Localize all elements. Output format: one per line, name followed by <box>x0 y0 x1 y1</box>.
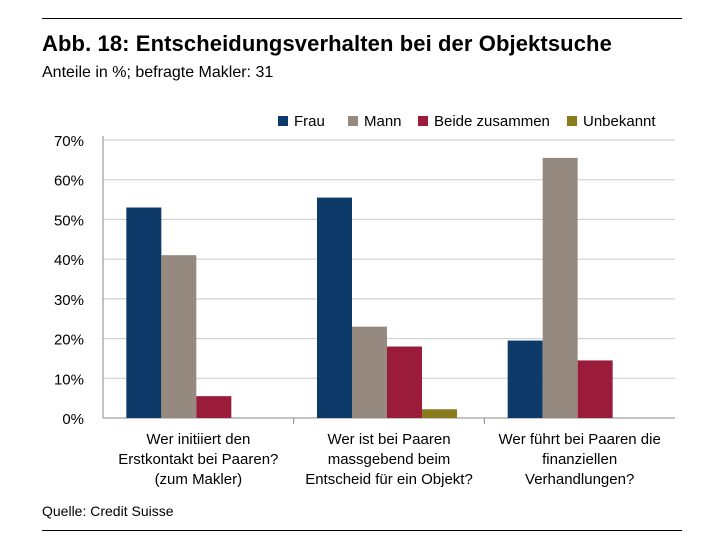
y-tick-label-30: 30% <box>54 292 84 309</box>
top-rule <box>42 18 682 19</box>
x-category-label-1-line-2: Erstkontakt bei Paaren? <box>118 451 278 468</box>
x-category-label-3-line-1: Wer führt bei Paaren die <box>499 431 661 448</box>
y-tick-label-20: 20% <box>54 332 84 349</box>
x-category-label-2-line-1: Wer ist bei Paaren <box>327 431 450 448</box>
legend-label-mann: Mann <box>364 113 402 130</box>
bar-beide-zusammen-cat1 <box>196 396 232 418</box>
bottom-rule <box>42 530 682 531</box>
legend-label-beide-zusammen: Beide zusammen <box>434 113 550 130</box>
y-tick-label-60: 60% <box>54 173 84 190</box>
x-category-label-1-line-1: Wer initiiert den <box>146 431 250 448</box>
legend-swatch-unbekannt <box>567 116 577 126</box>
bar-beide-zusammen-cat3 <box>577 360 613 418</box>
y-tick-label-50: 50% <box>54 212 84 229</box>
y-tick-label-40: 40% <box>54 252 84 269</box>
bar-beide-zusammen-cat2 <box>387 346 422 418</box>
legend-label-frau: Frau <box>294 113 325 130</box>
bar-mann-cat2 <box>352 326 387 418</box>
legend-label-unbekannt: Unbekannt <box>583 113 656 130</box>
x-category-label-2-line-3: Entscheid für ein Objekt? <box>305 471 473 488</box>
legend-swatch-beide-zusammen <box>418 116 428 126</box>
x-category-label-3-line-3: Verhandlungen? <box>525 471 634 488</box>
y-tick-label-10: 10% <box>54 371 84 388</box>
y-tick-label-0: 0% <box>62 411 84 428</box>
chart-title: Abb. 18: Entscheidungsverhalten bei der … <box>42 31 612 56</box>
legend-swatch-mann <box>348 116 358 126</box>
bar-mann-cat3 <box>542 157 578 418</box>
bar-unbekannt-cat2 <box>422 409 457 418</box>
source-note: Quelle: Credit Suisse <box>42 503 174 519</box>
x-category-label-1-line-3: (zum Makler) <box>155 471 243 488</box>
x-category-label-2-line-2: massgebend beim <box>328 451 451 468</box>
bar-frau-cat2 <box>317 197 352 418</box>
y-tick-label-70: 70% <box>54 133 84 150</box>
legend-swatch-frau <box>278 116 288 126</box>
bar-mann-cat1 <box>161 255 197 418</box>
bar-frau-cat3 <box>507 340 543 418</box>
chart-subtitle: Anteile in %; befragte Makler: 31 <box>42 64 274 81</box>
x-category-label-3-line-2: finanziellen <box>542 451 617 468</box>
bar-frau-cat1 <box>126 207 162 418</box>
